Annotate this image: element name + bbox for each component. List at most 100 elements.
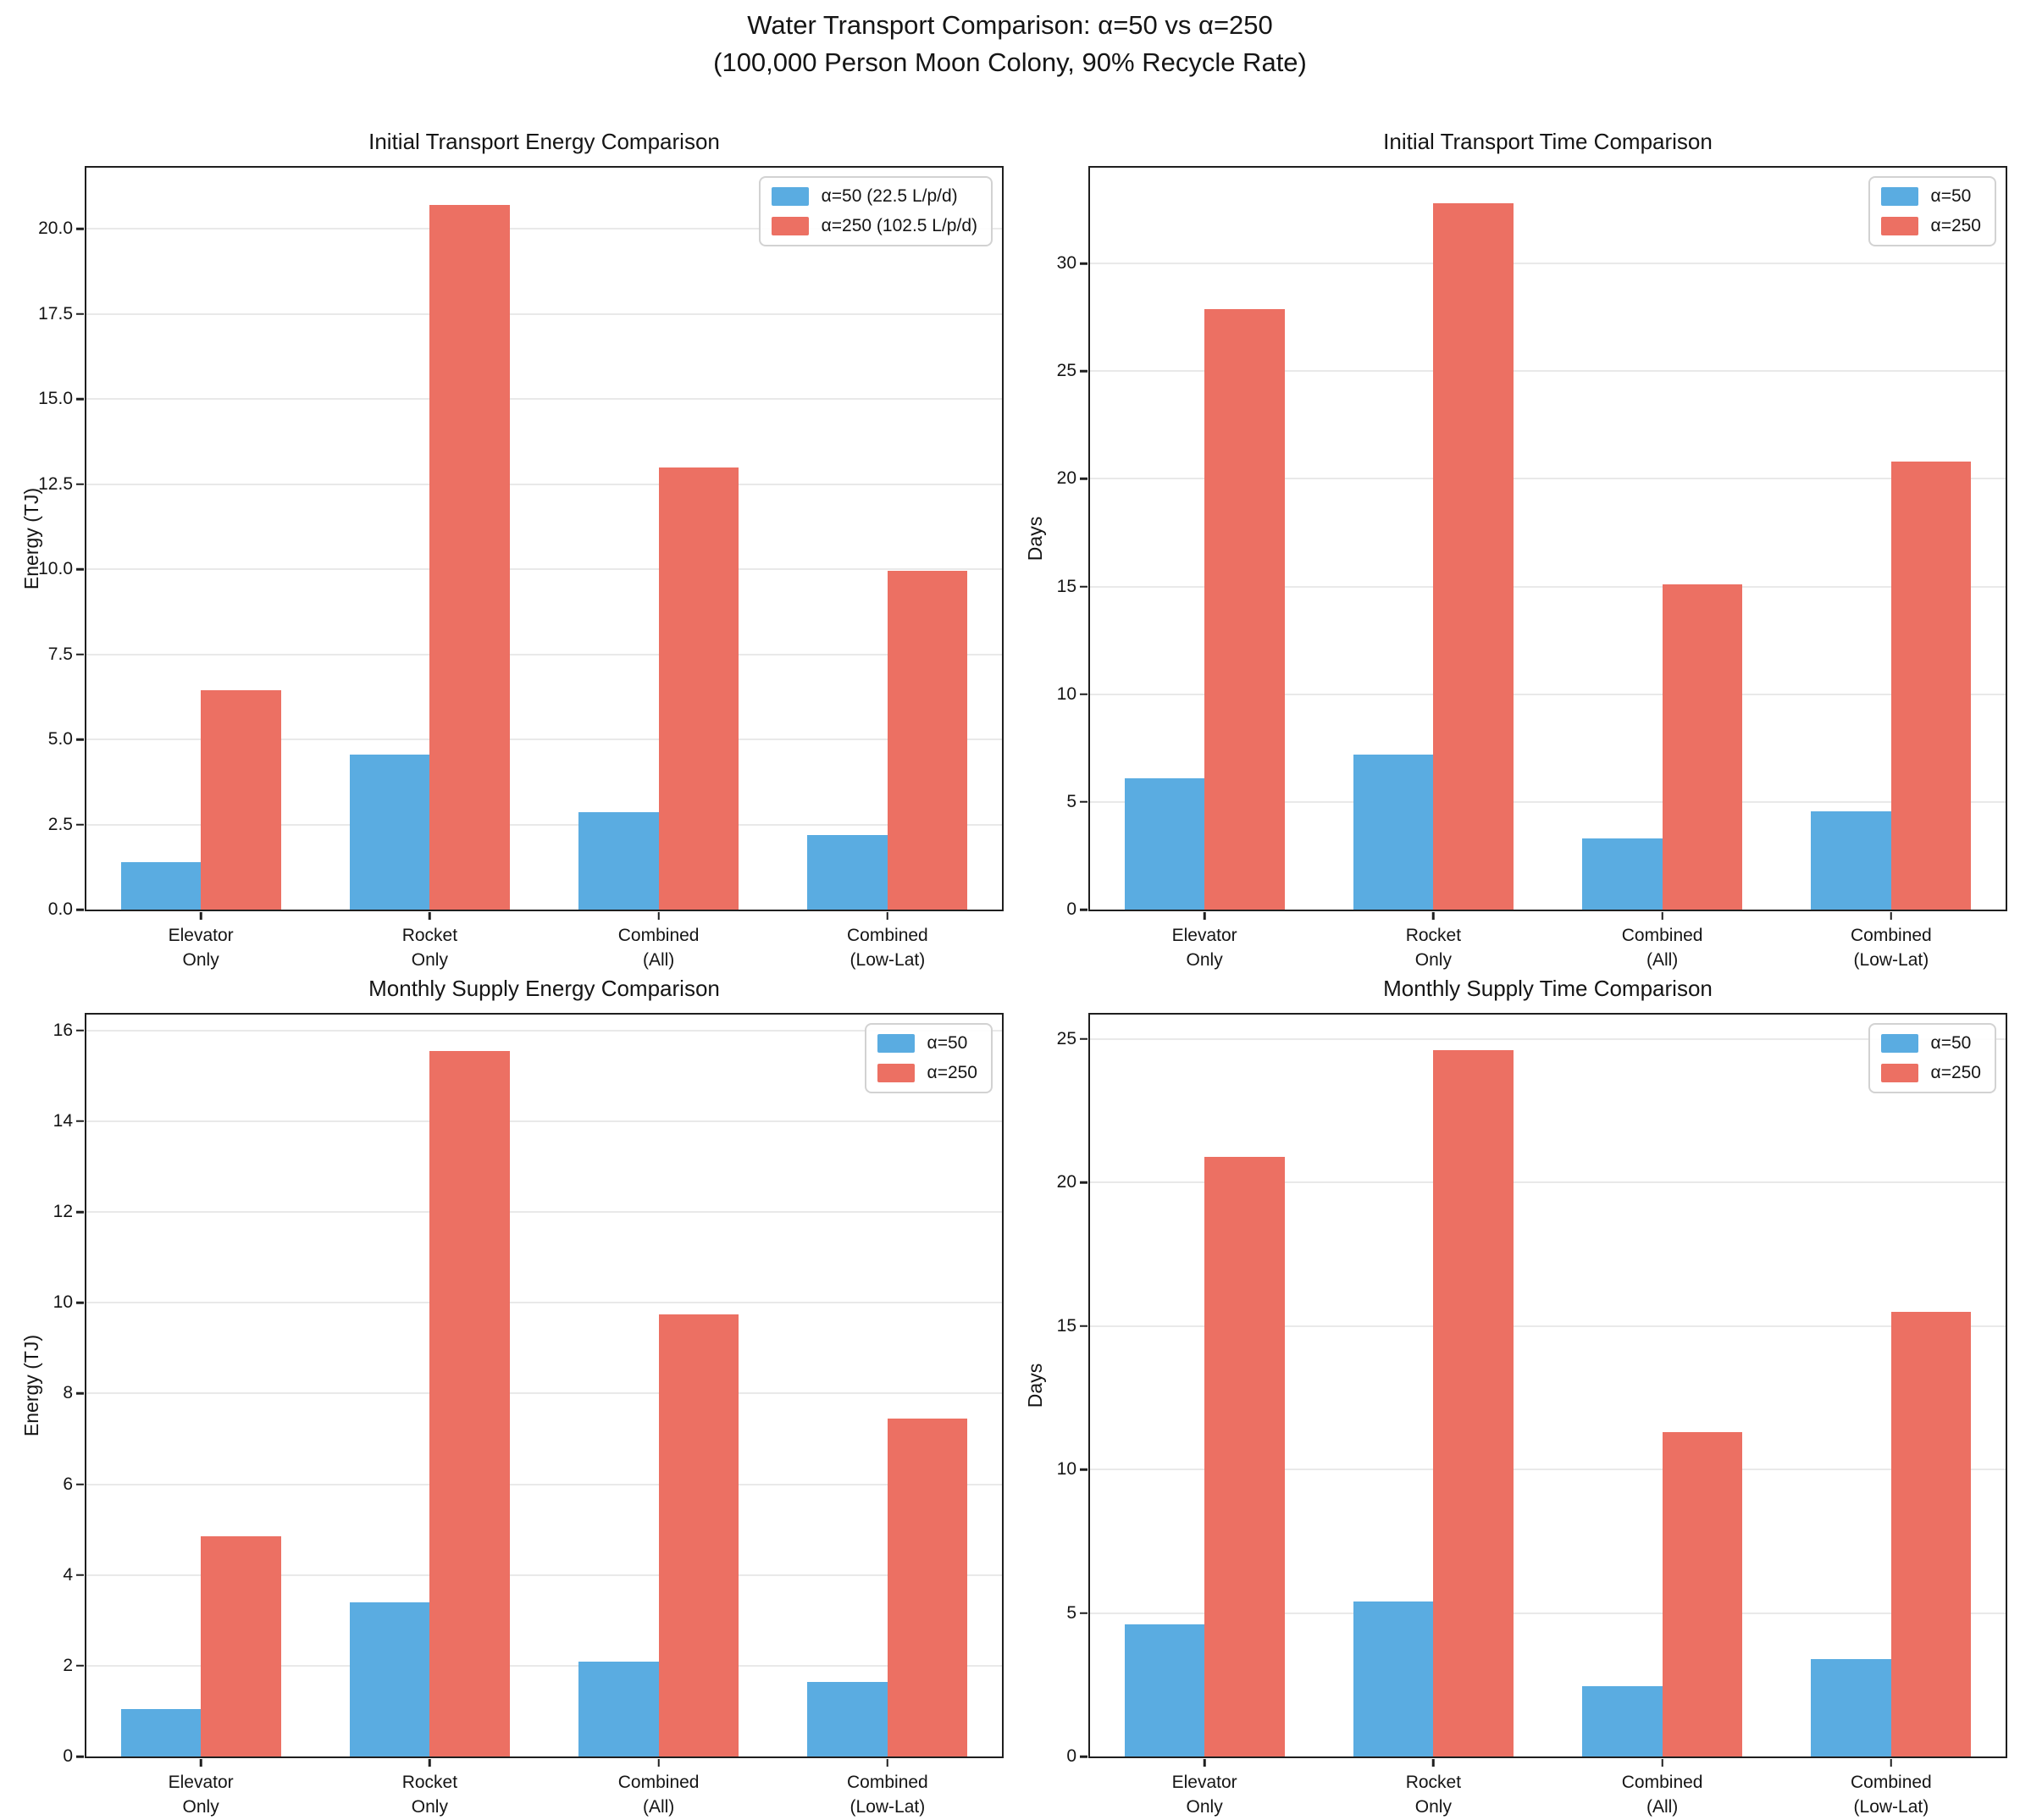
bar-monthly-supply-time-series1-cat0: [1204, 1156, 1285, 1756]
legend-entry: α=50 (22.5 L/p/d): [771, 186, 977, 207]
gridline: [1090, 1612, 2006, 1614]
x-tick-label: Elevator Only: [1171, 926, 1237, 971]
x-tick-mark: [199, 912, 202, 920]
bar-initial-transport-energy-series1-cat1: [429, 205, 510, 910]
y-tick-label: 0: [1066, 1746, 1076, 1766]
y-tick-label: 12: [53, 1202, 73, 1222]
y-tick-mark: [76, 228, 84, 230]
gridline: [86, 739, 1002, 741]
legend-entry-label: α=250 (102.5 L/p/d): [821, 216, 977, 235]
chart-monthly-supply-time: Monthly Supply Time Comparison Days 0 5 10…: [1024, 976, 2007, 1817]
bar-monthly-supply-energy-series0-cat3: [807, 1681, 888, 1756]
bar-monthly-supply-energy-series1-cat3: [887, 1418, 968, 1756]
y-tick-mark: [76, 1301, 84, 1304]
y-tick-label: 0: [63, 1746, 73, 1766]
y-tick-mark: [76, 567, 84, 571]
bar-monthly-supply-time-series1-cat1: [1433, 1050, 1514, 1756]
chart-title: Initial Transport Time Comparison: [1383, 129, 1713, 154]
bar-initial-transport-time-series0-cat1: [1353, 754, 1434, 910]
x-tick-label: Combined (Low-Lat): [847, 926, 928, 971]
bar-initial-transport-time-series0-cat2: [1582, 838, 1663, 910]
x-tick-label: Combined (Low-Lat): [1851, 926, 1932, 971]
chart-initial-transport-energy: Initial Transport Energy Comparison Ener…: [20, 129, 1004, 970]
gridline: [1090, 370, 2006, 373]
legend-entry-label: α=50: [927, 1033, 968, 1053]
x-tick-mark: [429, 912, 431, 920]
x-tick-label: Elevator Only: [168, 926, 234, 971]
x-tick-mark: [657, 1759, 660, 1767]
gridline: [86, 1664, 1002, 1667]
y-axis-label: Days: [1024, 516, 1046, 561]
bar-initial-transport-time-series0-cat0: [1124, 777, 1205, 910]
gridline: [86, 1483, 1002, 1485]
x-tick-label: Combined (Low-Lat): [847, 1773, 928, 1817]
gridline: [86, 398, 1002, 401]
y-tick-mark: [1080, 1468, 1087, 1471]
y-tick-mark: [76, 1574, 84, 1576]
y-tick-mark: [76, 1120, 84, 1123]
y-tick-mark: [76, 1392, 84, 1395]
legend: α=50 (22.5 L/p/d) α=250 (102.5 L/p/d): [758, 176, 993, 246]
gridline: [1090, 1037, 2006, 1040]
bar-monthly-supply-time-series1-cat3: [1890, 1311, 1972, 1756]
legend: α=50 α=250: [1868, 176, 1996, 246]
chart-title: Initial Transport Energy Comparison: [368, 129, 720, 154]
y-tick-label: 12.5: [38, 473, 73, 494]
y-tick-label: 6: [63, 1474, 73, 1494]
x-tick-label: Combined (Low-Lat): [1851, 1773, 1932, 1817]
gridline: [1090, 693, 2006, 695]
y-tick-mark: [76, 653, 84, 656]
bar-monthly-supply-energy-series0-cat1: [349, 1601, 430, 1756]
y-tick-mark: [1080, 1181, 1087, 1184]
bar-monthly-supply-energy-series1-cat2: [658, 1314, 739, 1756]
x-tick-label: Rocket Only: [1405, 926, 1462, 971]
x-tick-mark: [1890, 1759, 1893, 1767]
x-tick-label: Elevator Only: [168, 1773, 234, 1817]
y-tick-label: 14: [53, 1110, 73, 1131]
legend-entry: α=250: [877, 1063, 977, 1083]
y-tick-mark: [1080, 800, 1087, 804]
y-tick-mark: [76, 738, 84, 741]
gridline: [1090, 800, 2006, 803]
x-tick-label: Rocket Only: [1405, 1773, 1462, 1817]
x-tick-label: Rocket Only: [401, 926, 458, 971]
legend: α=50 α=250: [1868, 1023, 1996, 1093]
x-tick-mark: [657, 912, 660, 920]
y-tick-label: 10: [1056, 1459, 1076, 1480]
y-tick-label: 5: [1066, 1602, 1076, 1623]
y-tick-label: 4: [63, 1564, 73, 1585]
gridline: [86, 653, 1002, 656]
bar-initial-transport-energy-series1-cat0: [201, 689, 281, 910]
y-tick-label: 10: [1056, 683, 1076, 704]
y-axis-label: Energy (TJ): [20, 1334, 42, 1437]
y-tick-mark: [76, 908, 84, 911]
y-tick-mark: [76, 483, 84, 485]
y-tick-mark: [1080, 585, 1087, 588]
legend-swatch-icon: [771, 187, 809, 206]
y-tick-mark: [1080, 908, 1087, 911]
y-tick-label: 2.5: [47, 814, 73, 834]
x-tick-mark: [1661, 1759, 1663, 1767]
gridline: [86, 1029, 1002, 1032]
legend-swatch-icon: [771, 217, 809, 235]
legend-swatch-icon: [1880, 187, 1918, 206]
legend-entry: α=50: [877, 1033, 977, 1054]
y-tick-label: 0.0: [47, 899, 73, 919]
bar-initial-transport-energy-series1-cat3: [887, 571, 968, 910]
legend: α=50 α=250: [864, 1023, 993, 1093]
y-tick-mark: [76, 823, 84, 826]
y-tick-mark: [76, 1664, 84, 1668]
y-tick-mark: [1080, 693, 1087, 695]
legend-entry: α=250 (102.5 L/p/d): [771, 216, 977, 236]
bar-initial-transport-energy-series1-cat2: [658, 467, 739, 910]
y-tick-label: 7.5: [47, 644, 73, 664]
x-tick-mark: [1890, 912, 1893, 920]
gridline: [1090, 263, 2006, 265]
legend-entry-label: α=50: [1930, 186, 1972, 206]
gridline: [1090, 585, 2006, 588]
legend-swatch-icon: [877, 1034, 915, 1053]
y-tick-mark: [1080, 1325, 1087, 1327]
y-tick-mark: [76, 1210, 84, 1214]
legend-swatch-icon: [1880, 217, 1918, 235]
chart-title: Monthly Supply Time Comparison: [1383, 976, 1713, 1001]
